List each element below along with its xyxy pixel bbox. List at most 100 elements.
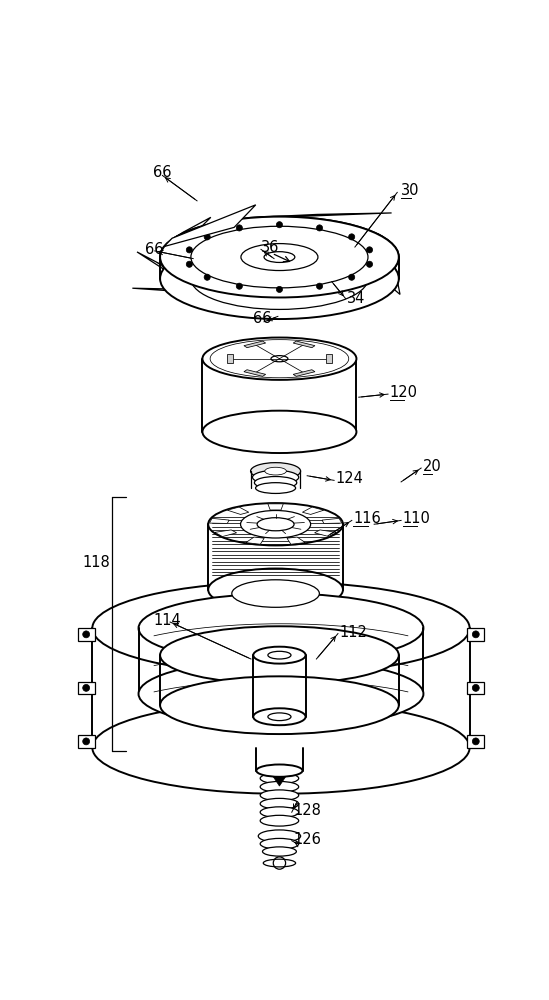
Polygon shape <box>326 354 332 363</box>
Ellipse shape <box>191 248 368 309</box>
Ellipse shape <box>260 815 299 826</box>
Circle shape <box>349 234 355 240</box>
Text: 118: 118 <box>82 555 110 570</box>
Circle shape <box>366 261 373 267</box>
Ellipse shape <box>203 411 356 453</box>
Text: 114: 114 <box>153 613 181 628</box>
Ellipse shape <box>260 807 299 818</box>
Ellipse shape <box>92 582 469 674</box>
Circle shape <box>349 234 355 240</box>
Text: 128: 128 <box>293 803 321 818</box>
Polygon shape <box>270 213 391 217</box>
Ellipse shape <box>264 859 295 867</box>
Ellipse shape <box>253 708 306 725</box>
Text: 20: 20 <box>423 459 441 474</box>
Circle shape <box>186 261 193 267</box>
Ellipse shape <box>138 659 423 728</box>
Circle shape <box>472 738 479 745</box>
Circle shape <box>83 631 89 638</box>
Circle shape <box>204 274 210 280</box>
Polygon shape <box>243 274 388 315</box>
Ellipse shape <box>160 626 399 684</box>
Ellipse shape <box>254 477 297 489</box>
Ellipse shape <box>160 217 399 297</box>
Circle shape <box>349 274 355 280</box>
Text: 36: 36 <box>261 240 279 255</box>
Polygon shape <box>315 530 337 537</box>
Polygon shape <box>287 537 305 544</box>
Ellipse shape <box>250 463 301 480</box>
Circle shape <box>366 247 373 253</box>
Ellipse shape <box>191 226 368 288</box>
Circle shape <box>472 631 479 638</box>
Text: 112: 112 <box>339 625 367 640</box>
Circle shape <box>366 247 373 253</box>
Ellipse shape <box>260 790 299 801</box>
Circle shape <box>276 222 283 228</box>
Text: 30: 30 <box>401 183 419 198</box>
Polygon shape <box>467 682 484 694</box>
Text: 116: 116 <box>354 511 381 526</box>
Text: 120: 120 <box>390 385 418 400</box>
Text: 110: 110 <box>402 511 430 526</box>
Ellipse shape <box>257 518 294 531</box>
Ellipse shape <box>260 781 299 792</box>
Ellipse shape <box>264 252 295 262</box>
Ellipse shape <box>241 244 318 271</box>
Circle shape <box>186 261 193 267</box>
Polygon shape <box>268 504 283 510</box>
Text: 126: 126 <box>293 832 321 847</box>
Polygon shape <box>302 507 324 514</box>
Circle shape <box>186 247 193 253</box>
Ellipse shape <box>256 764 302 777</box>
Polygon shape <box>215 530 237 537</box>
Polygon shape <box>137 252 181 280</box>
Ellipse shape <box>260 838 299 849</box>
Polygon shape <box>322 518 342 523</box>
Circle shape <box>236 225 243 231</box>
Ellipse shape <box>258 830 301 842</box>
Polygon shape <box>467 628 484 641</box>
Circle shape <box>83 684 89 691</box>
Ellipse shape <box>160 217 399 297</box>
Ellipse shape <box>268 713 291 721</box>
Ellipse shape <box>160 676 399 734</box>
Polygon shape <box>246 537 264 544</box>
Ellipse shape <box>241 244 318 271</box>
Circle shape <box>204 274 210 280</box>
Ellipse shape <box>208 503 343 545</box>
Circle shape <box>186 247 193 253</box>
Polygon shape <box>132 288 289 297</box>
Ellipse shape <box>264 252 295 262</box>
Polygon shape <box>227 354 233 363</box>
Ellipse shape <box>253 647 306 664</box>
Ellipse shape <box>262 847 296 856</box>
Ellipse shape <box>265 467 287 475</box>
Ellipse shape <box>232 580 320 607</box>
Circle shape <box>276 286 283 292</box>
Ellipse shape <box>268 651 291 659</box>
Text: 34: 34 <box>347 291 366 306</box>
Circle shape <box>316 283 323 289</box>
Circle shape <box>204 234 210 240</box>
Circle shape <box>236 225 243 231</box>
Ellipse shape <box>256 483 295 493</box>
Polygon shape <box>78 735 94 748</box>
Ellipse shape <box>271 356 288 362</box>
Polygon shape <box>244 370 266 376</box>
Text: 124: 124 <box>335 471 363 486</box>
Polygon shape <box>467 735 484 748</box>
Polygon shape <box>244 341 266 348</box>
Polygon shape <box>164 205 256 247</box>
Ellipse shape <box>260 798 299 809</box>
Polygon shape <box>227 507 249 514</box>
Polygon shape <box>78 628 94 641</box>
Ellipse shape <box>203 338 356 380</box>
Circle shape <box>204 234 210 240</box>
Text: 66: 66 <box>253 311 272 326</box>
Ellipse shape <box>160 238 399 319</box>
Circle shape <box>236 283 243 289</box>
Text: 66: 66 <box>145 242 164 257</box>
Polygon shape <box>293 370 315 376</box>
Polygon shape <box>273 777 285 786</box>
